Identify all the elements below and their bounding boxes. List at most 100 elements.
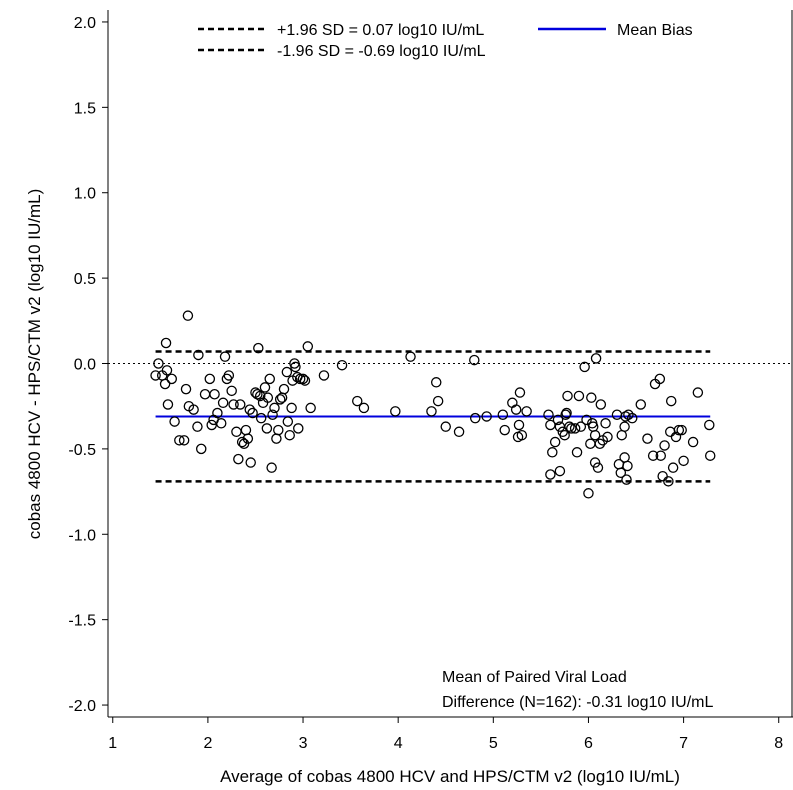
- data-point: [278, 383, 290, 395]
- data-points: [150, 310, 716, 499]
- data-point: [294, 373, 306, 385]
- data-point: [499, 424, 510, 436]
- data-point: [302, 341, 314, 352]
- data-point: [192, 421, 203, 432]
- data-point: [432, 395, 444, 407]
- data-point: [592, 462, 604, 473]
- data-point: [153, 358, 164, 369]
- data-point: [611, 409, 623, 420]
- data-point: [226, 385, 237, 397]
- data-point: [178, 435, 190, 446]
- data-point: [600, 418, 611, 429]
- y-tick-label: 0.5: [74, 271, 96, 288]
- data-point: [252, 388, 263, 400]
- legend-upper-loa-label: +1.96 SD = 0.07 log10 IU/mL: [277, 22, 484, 39]
- data-point: [562, 390, 573, 402]
- annotation-line-2: Difference (N=162): -0.31 log10 IU/mL: [442, 694, 714, 711]
- data-point: [159, 378, 171, 390]
- data-point: [247, 407, 258, 419]
- data-point: [180, 383, 192, 395]
- data-point: [290, 361, 301, 373]
- data-point: [255, 412, 267, 424]
- data-point: [264, 373, 275, 385]
- data-point: [162, 399, 174, 410]
- data-point: [547, 447, 558, 458]
- data-point: [481, 411, 492, 422]
- data-point: [619, 421, 630, 432]
- data-point: [521, 406, 532, 417]
- data-point: [575, 421, 587, 432]
- x-tick-label: 2: [203, 735, 212, 752]
- data-point: [621, 474, 632, 485]
- y-tick-label: 1.0: [74, 186, 96, 203]
- data-point: [654, 373, 666, 385]
- y-tick-label: 2.0: [74, 15, 96, 32]
- data-point: [240, 424, 252, 436]
- x-tick-label: 3: [299, 735, 308, 752]
- data-point: [622, 460, 633, 472]
- data-point: [276, 392, 288, 403]
- legend-mean-bias-label: Mean Bias: [617, 22, 693, 39]
- data-point: [231, 426, 242, 438]
- y-tick-label: -1.0: [68, 527, 96, 544]
- data-point: [590, 353, 602, 364]
- data-point: [195, 443, 207, 455]
- data-point: [569, 423, 581, 434]
- data-point: [293, 423, 304, 434]
- y-axis-title: cobas 4800 HCV - HPS/CTM v2 (log10 IU/mL…: [25, 189, 44, 540]
- data-point: [209, 388, 220, 400]
- data-point: [589, 457, 601, 468]
- data-point: [261, 423, 273, 434]
- data-point: [560, 409, 571, 420]
- data-point: [676, 424, 687, 436]
- data-point: [160, 337, 172, 349]
- data-point: [559, 429, 570, 441]
- data-point: [217, 397, 229, 409]
- data-point: [299, 375, 311, 386]
- data-point: [510, 404, 522, 415]
- data-point: [166, 373, 177, 385]
- data-point: [161, 365, 173, 376]
- data-point: [667, 462, 679, 473]
- data-point: [678, 455, 689, 467]
- data-point: [554, 465, 566, 477]
- data-point: [635, 399, 647, 410]
- data-point: [297, 373, 309, 385]
- data-point: [253, 342, 264, 354]
- data-point: [199, 388, 211, 400]
- data-point: [665, 395, 677, 407]
- data-point: [169, 416, 180, 427]
- data-point: [273, 424, 284, 436]
- data-point: [352, 395, 363, 407]
- data-point: [589, 429, 601, 441]
- data-point: [616, 429, 628, 441]
- data-point: [561, 407, 572, 419]
- data-point: [626, 412, 638, 424]
- data-point: [259, 382, 271, 393]
- data-point: [269, 402, 280, 414]
- data-point: [188, 404, 199, 415]
- data-point: [150, 370, 161, 381]
- data-point: [665, 426, 676, 438]
- data-point: [615, 467, 627, 479]
- data-point: [602, 431, 613, 443]
- data-point: [219, 351, 231, 362]
- data-point: [182, 310, 194, 321]
- data-point: [440, 421, 451, 432]
- data-point: [620, 411, 631, 422]
- data-point: [245, 457, 256, 468]
- data-point: [585, 438, 596, 450]
- data-point: [228, 399, 239, 410]
- x-axis-title: Average of cobas 4800 HCV and HPS/CTM v2…: [220, 767, 680, 786]
- data-point: [564, 421, 575, 432]
- data-point: [242, 433, 254, 444]
- data-point: [206, 419, 217, 431]
- data-point: [573, 390, 585, 402]
- data-point: [215, 418, 227, 429]
- data-point: [655, 450, 667, 461]
- data-point: [274, 394, 286, 405]
- data-point: [234, 399, 246, 410]
- data-point: [236, 436, 248, 448]
- data-point: [595, 399, 607, 410]
